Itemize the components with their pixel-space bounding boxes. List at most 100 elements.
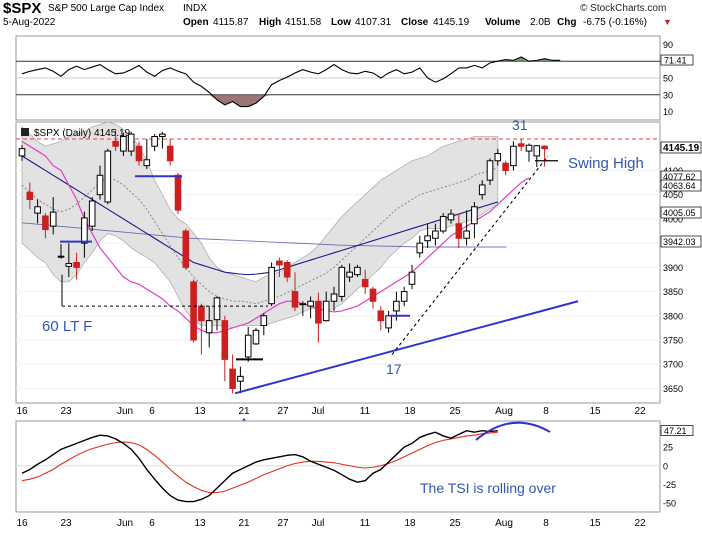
candle-body [424,235,431,242]
tsi-tick-label: 0 [663,461,668,471]
tsi-x-tick-label: 16 [16,518,28,529]
price-panel: 31 Swing High 60 LT F 17 3650 3700 3750 3800 38… [15,117,702,404]
price-tick-label: 4000 [663,214,683,224]
tsi-x-tick-label: 8 [543,518,549,529]
candle-body [221,320,229,360]
tsi-x-tick-label: 25 [449,518,461,529]
candle-body [143,159,151,167]
price-x-tick-label: 18 [404,406,416,417]
candle-body [439,215,447,232]
candle-body [34,206,41,214]
price-panel-title: $SPX (Daily) 4145.19 [34,128,131,139]
price-tick-label: 3650 [663,384,683,394]
tsi-tick-label: -25 [663,480,676,490]
candle-body [104,150,112,203]
rsi-series-line [21,56,561,108]
rsi-tick-label: 50 [663,74,673,84]
price-annotation: Swing High [568,155,644,172]
price-x-tick-label: 13 [194,406,206,417]
tsi-tick-label: 25 [663,443,673,453]
price-last-value-label: 4145.19 [663,143,700,154]
candle-body [377,310,385,322]
price-tick-label: 3850 [663,287,683,297]
candle-body [96,174,104,196]
price-x-tick-label: 25 [449,406,461,417]
candle-body [229,368,236,389]
candle-body [525,144,533,152]
rsi-tick-label: 90 [663,40,673,50]
candle-body [18,148,26,157]
candle-body [174,174,182,211]
volume-label: Volume [485,17,521,28]
candle-body [354,266,361,276]
symbol-label: $SPX [3,0,42,17]
date-label: 5-Aug-2022 [3,17,56,28]
price-x-tick-label: Aug [495,406,513,417]
candle-body [299,303,307,306]
candle-body [182,230,190,268]
candle-body [432,230,439,239]
candle-body [510,145,517,167]
candle-body [471,206,478,225]
candle-body [416,242,424,254]
tsi-signal-line [21,431,498,494]
candle-body [486,160,494,181]
candle-body [120,136,127,152]
price-x-tick-label: Jun [117,406,133,417]
tsi-panel: -50-250255047.21 The TSI is rolling over [15,420,694,513]
candle-body [478,184,486,196]
price-tick-label: 3700 [663,360,683,370]
candle-body [260,315,268,326]
tsi-x-tick-label: Jun [117,518,133,529]
price-annotation: 31 [512,117,528,133]
candle-body [65,262,73,267]
chg-label: Chg [557,17,577,28]
price-annotation: 60 LT F [42,318,92,335]
price-x-tick-label: 23 [60,406,72,417]
rsi-last-value-label: 71.41 [664,56,687,66]
chg-down-icon: ▼ [663,17,672,27]
low-label: Low [331,17,351,28]
candle-body [205,320,213,334]
price-tick-label: 3900 [663,263,683,273]
candle-body [276,260,283,266]
candle-body [385,315,392,329]
candle-body [88,200,96,227]
candle-body [49,211,57,227]
tsi-x-tick-label: 22 [634,518,646,529]
rsi-panel: 103050709071.41 [15,35,694,121]
price-x-tick-label: Jul [312,406,325,417]
candle-body [330,293,338,302]
tsi-annotation: The TSI is rolling over [420,480,556,496]
price-tick-label: 3800 [663,311,683,321]
tsi-x-tick-label: 27 [277,518,289,529]
candle-body [322,300,330,322]
tsi-x-tick-label: Aug [495,518,513,529]
candle-body [455,223,463,239]
price-last-value-box [660,179,702,192]
price-last-value-label: 4005.05 [663,208,696,218]
price-tick-label: 4050 [663,190,683,200]
tsi-last-value-box [660,425,694,436]
price-last-value-label: 4077.62 [663,172,696,182]
candle-body [307,300,314,307]
candle-body [517,143,525,147]
rsi-tick-label: 10 [663,107,673,117]
short-term-trendline [391,155,549,355]
price-x-tick-label: 22 [634,406,646,417]
candle-body [42,215,49,231]
rsi-last-value-box [660,54,694,66]
candle-body [369,288,377,302]
price-last-value-label: 3942.03 [663,237,696,247]
candle-body [198,305,205,322]
price-x-tick-label: 11 [360,406,371,417]
tsi-frame [15,420,661,513]
candle-body [26,191,34,201]
price-x-tick-label: 15 [589,406,601,417]
candle-body [315,300,322,324]
candle-body [393,300,400,312]
rsi-overbought-area [22,57,561,62]
chg-value: -6.75 (-0.16%) [583,17,647,28]
candle-body [112,140,119,147]
candle-body [135,145,143,162]
